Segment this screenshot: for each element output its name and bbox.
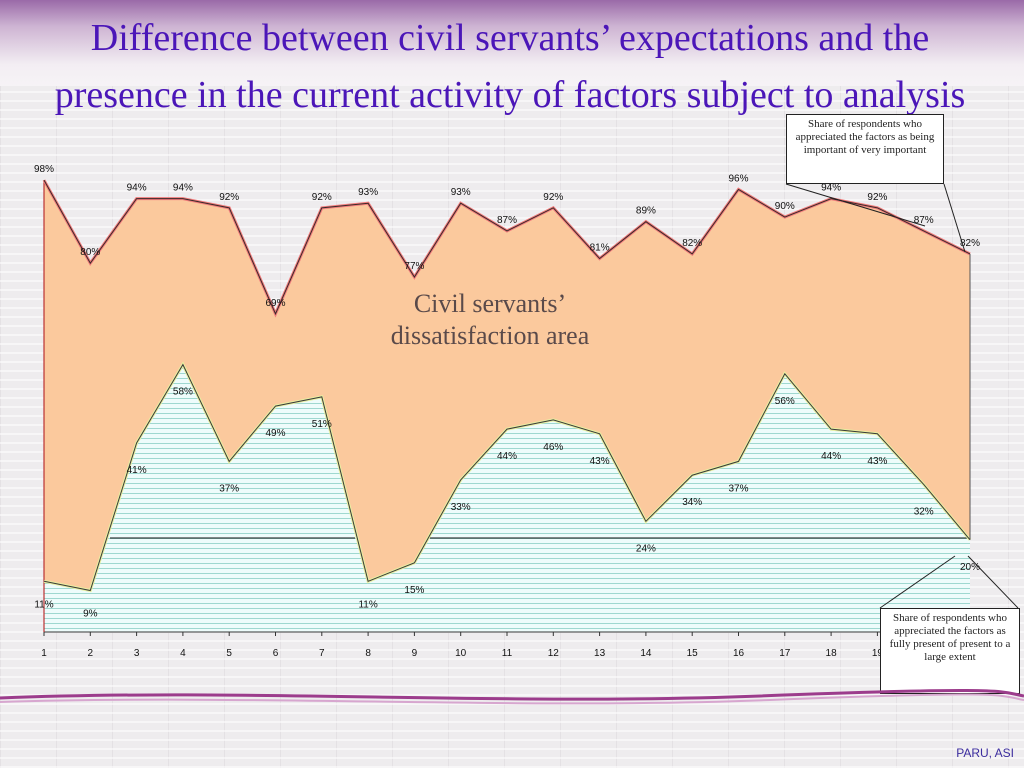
presence-data-label: 46% [543,442,563,453]
presence-data-label: 24% [636,543,656,554]
importance-data-label: 93% [358,187,378,198]
importance-data-label: 89% [636,206,656,217]
x-tick-label: 19 [872,648,884,659]
importance-data-label: 90% [775,201,795,212]
x-tick-label: 16 [733,648,745,659]
importance-data-label: 92% [312,192,332,203]
presence-area [44,364,970,632]
x-tick-label: 11 [502,648,513,659]
x-tick-label: 6 [273,648,279,659]
x-tick-label: 1 [41,648,47,659]
title-band [0,0,1024,86]
x-tick-label: 2 [88,648,94,659]
importance-data-label: 87% [914,215,934,226]
x-tick-label: 5 [226,648,232,659]
callout-importance: Share of respondents who appreciated the… [786,114,944,184]
callout-pointer-top [785,183,926,227]
dissatisfaction-area [44,180,970,591]
x-tick-label: 4 [180,648,186,659]
importance-data-label: 81% [590,243,610,254]
presence-data-label: 44% [821,451,841,462]
presence-data-label: 37% [219,483,239,494]
presence-data-label: 44% [497,451,517,462]
importance-data-label: 80% [80,247,100,258]
importance-data-label: 94% [821,183,841,194]
x-tick-label: 13 [594,648,606,659]
x-tick-label: 18 [826,648,838,659]
presence-data-label: 51% [312,419,332,430]
importance-data-label: 77% [404,261,424,272]
importance-line [43,179,971,316]
presence-data-label: 20% [960,562,980,573]
presence-data-label: 41% [127,465,147,476]
importance-data-label: 92% [219,192,239,203]
x-tick-label: 17 [779,648,791,659]
presence-data-label: 43% [590,456,610,467]
dissatisfaction-area-label: Civil servants’ dissatisfaction area [390,289,590,350]
x-tick-label: 3 [134,648,140,659]
presence-data-label: 43% [867,456,887,467]
presence-data-label: 49% [265,428,285,439]
x-tick-label: 12 [548,648,560,659]
callout-presence: Share of respondents who appreciated the… [880,608,1020,694]
importance-data-label: 94% [127,183,147,194]
presence-data-label: 32% [914,506,934,517]
importance-data-label: 87% [497,215,517,226]
presence-line [43,363,971,592]
importance-data-label: 98% [34,164,54,175]
importance-data-label: 69% [265,298,285,309]
importance-data-label: 94% [173,183,193,194]
callout-pointer-bottom-2 [967,555,1019,609]
footer-credit: PARU, ASI [956,746,1014,760]
x-tick-label: 15 [687,648,699,659]
importance-data-label: 82% [960,238,980,249]
importance-data-label: 92% [867,192,887,203]
presence-data-label: 11% [358,599,377,610]
importance-data-label: 93% [451,187,471,198]
callout-pointer-bottom [879,555,956,609]
x-tick-label: 7 [319,648,325,659]
footer-decoration [0,689,1024,705]
x-tick-label: 9 [412,648,418,659]
x-tick-label: 8 [365,648,371,659]
presence-data-label: 15% [404,585,424,596]
slide-title: Difference between civil servants’ expec… [54,17,966,116]
presence-data-label: 33% [451,502,471,513]
importance-data-label: 82% [682,238,702,249]
x-tick-label: 10 [455,648,467,659]
presence-data-label: 58% [173,387,193,398]
presence-data-label: 9% [83,609,98,620]
importance-data-label: 92% [543,192,563,203]
x-tick-label: 14 [640,648,652,659]
presence-data-label: 34% [682,497,702,508]
callout-pointer-top-2 [943,183,966,253]
presence-data-label: 37% [728,483,748,494]
importance-data-label: 96% [728,173,748,184]
presence-data-label: 11% [34,599,53,610]
presence-data-label: 56% [775,396,795,407]
